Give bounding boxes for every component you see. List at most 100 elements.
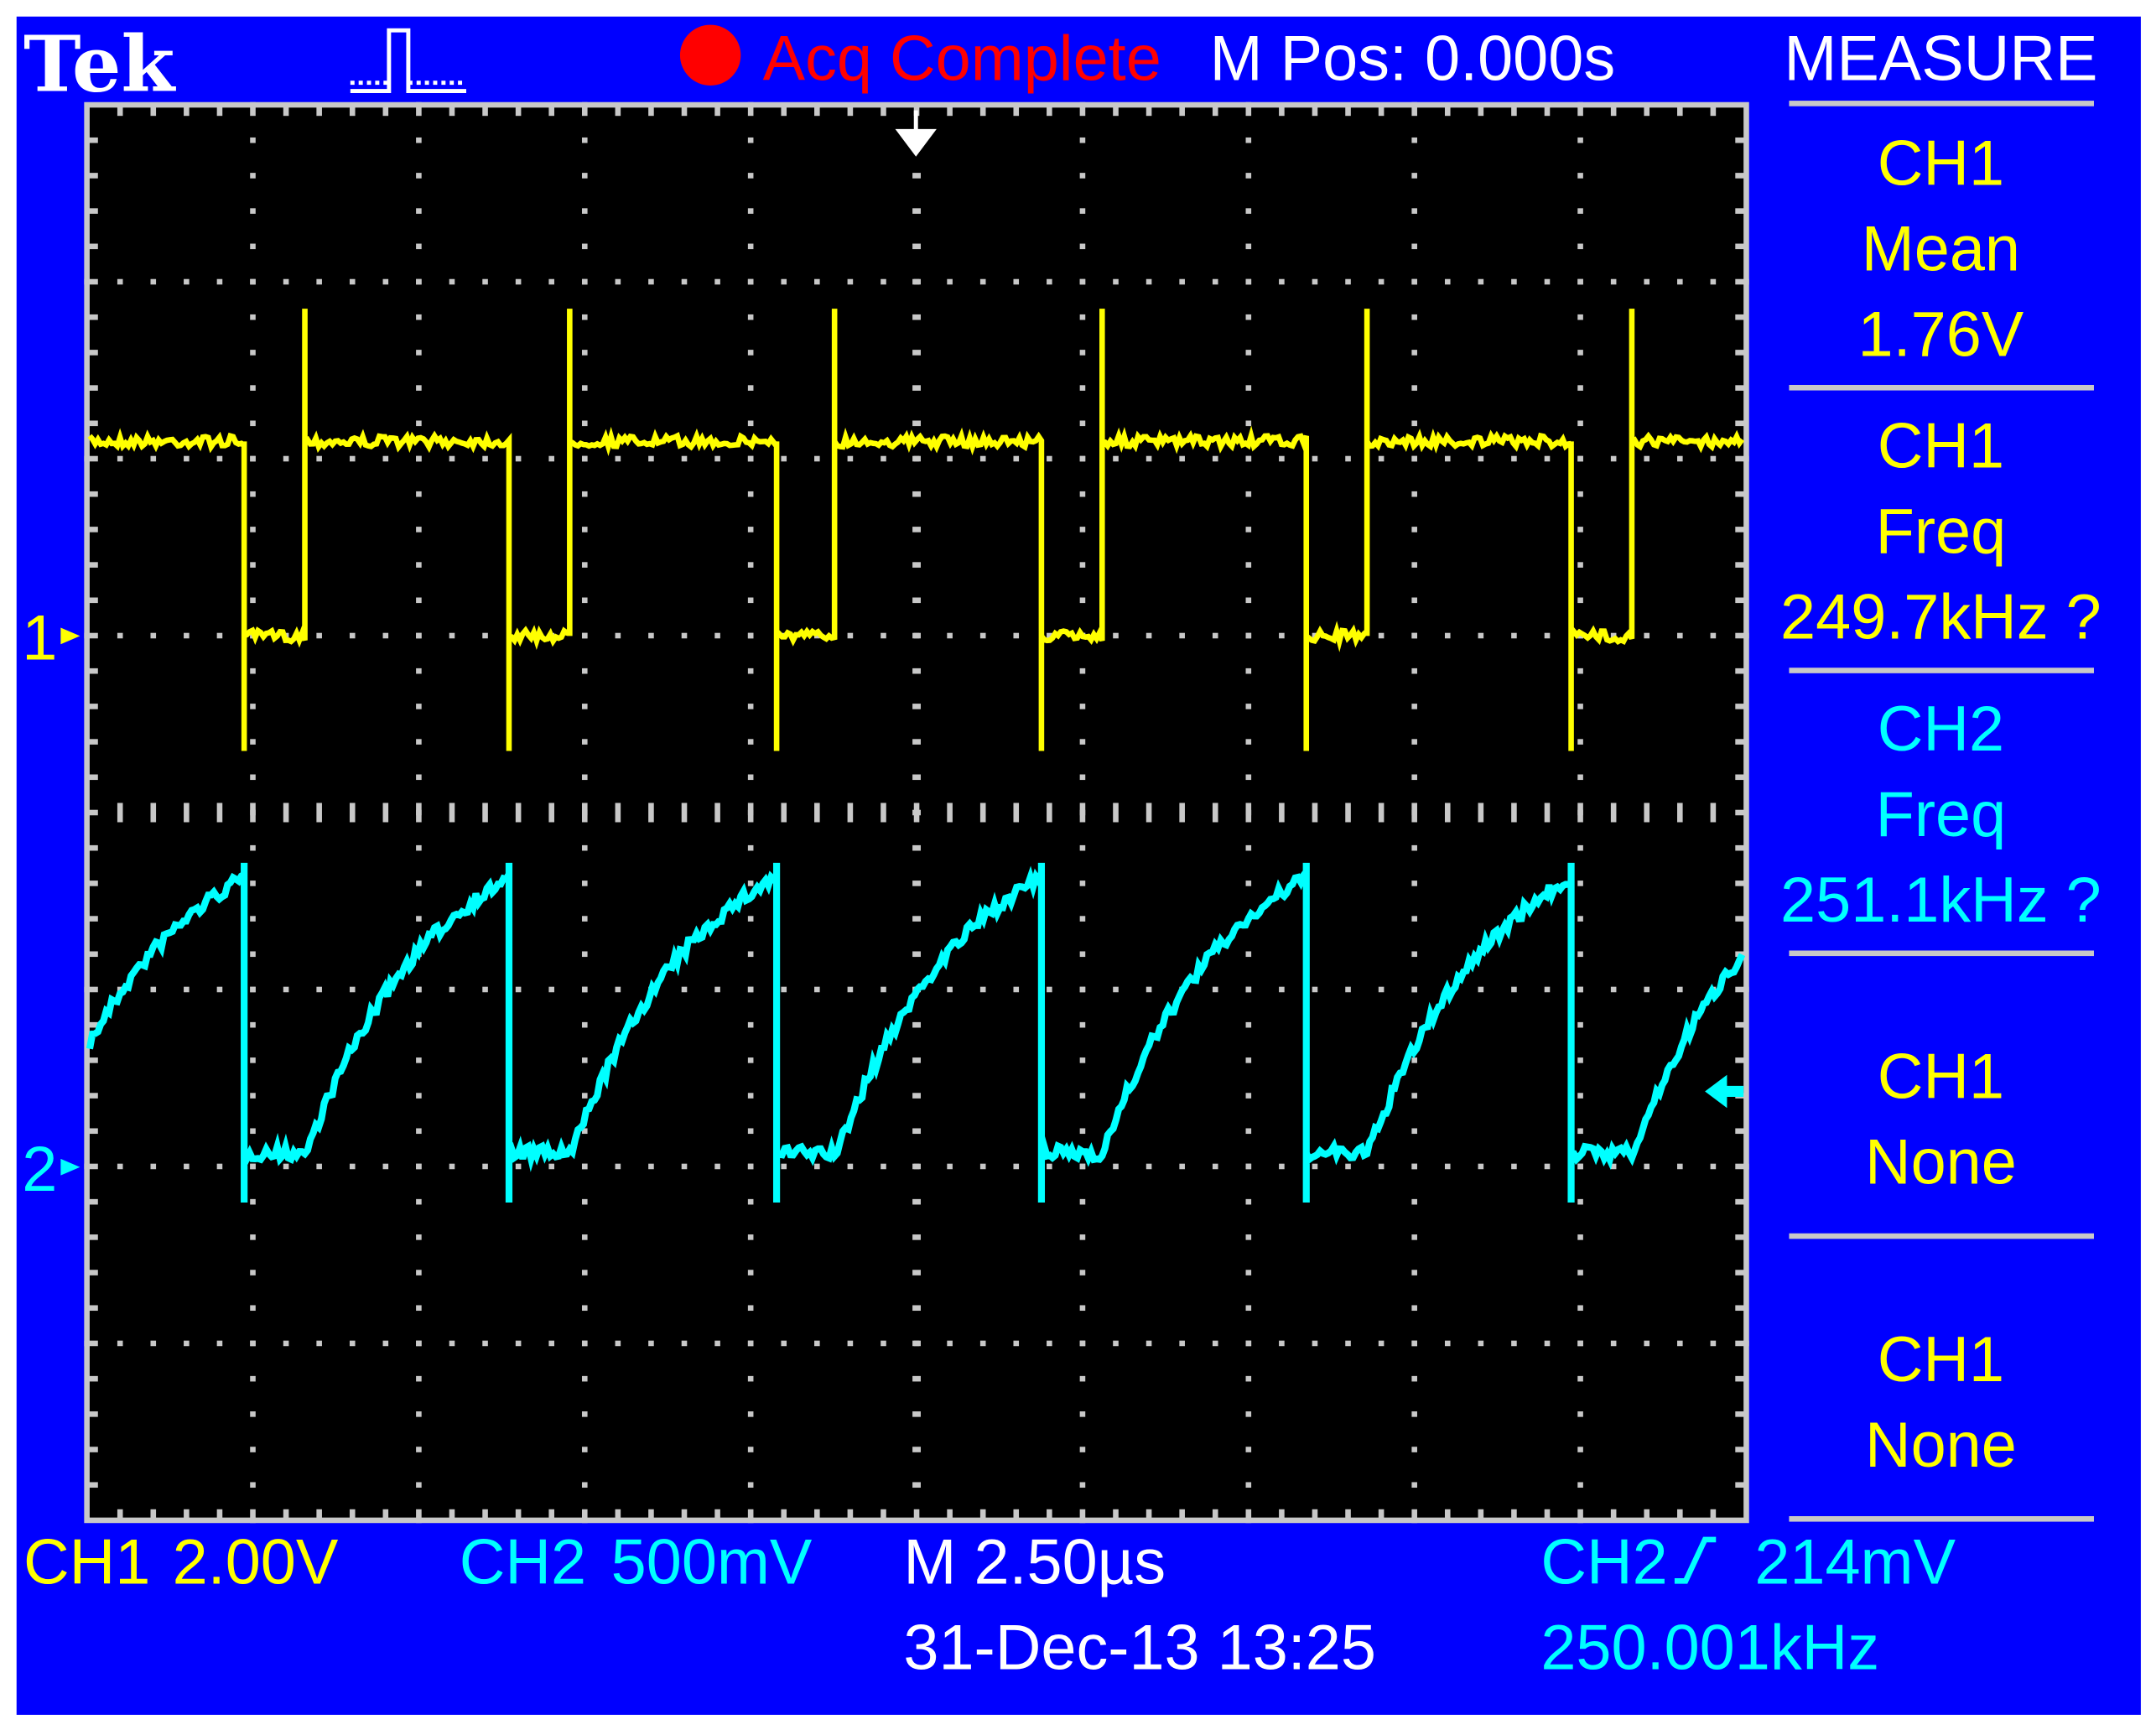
grid-dot [747, 1411, 754, 1417]
grid-dot [1079, 1447, 1086, 1452]
grid-dot [581, 1057, 588, 1063]
grid-dot [1079, 1198, 1086, 1205]
grid-tick [714, 803, 720, 823]
grid-dot [1179, 455, 1185, 462]
grid-tick [416, 1509, 422, 1520]
grid-dot [1411, 951, 1417, 958]
grid-tick [86, 314, 98, 320]
grid-tick [1312, 803, 1318, 823]
grid-dot [1245, 137, 1252, 143]
grid-dot [1113, 455, 1119, 462]
grid-tick [881, 803, 886, 823]
measure-slot-3[interactable]: CH2 Freq 251.1kHz ? [1780, 694, 2101, 936]
grid-dot [1444, 632, 1451, 639]
grid-dot [1411, 1234, 1417, 1240]
grid-dot [1245, 986, 1252, 993]
grid-dot [681, 455, 688, 462]
grid-dot [1312, 1163, 1318, 1170]
grid-dot [184, 986, 190, 993]
grid-dot [250, 597, 256, 604]
grid-dot [1047, 986, 1052, 993]
grid-tick [1345, 1509, 1351, 1520]
grid-dot [1710, 1340, 1717, 1347]
grid-tick [482, 803, 488, 823]
ch1-scale: 2.00V [173, 1527, 339, 1598]
grid-dot [714, 1163, 720, 1170]
grid-dot [1279, 1340, 1285, 1347]
grid-dot [1312, 986, 1318, 993]
grid-dot [1577, 1340, 1583, 1347]
grid-dot [416, 278, 422, 285]
grid-dot [1677, 1340, 1683, 1347]
grid-dot [1544, 1163, 1551, 1170]
grid-dot [1345, 986, 1351, 993]
grid-dot [747, 243, 754, 250]
grid-dot [1577, 597, 1583, 604]
grid-tick [515, 105, 522, 117]
grid-tick [86, 668, 98, 674]
grid-tick [216, 1509, 223, 1520]
grid-dot [1079, 1128, 1086, 1135]
grid-dot [1411, 668, 1417, 674]
grid-dot [648, 1340, 654, 1347]
grid-dot [1577, 844, 1583, 851]
grid-dot [1312, 455, 1318, 462]
grid-dot [1179, 1340, 1185, 1347]
grid-tick [912, 668, 921, 674]
grid-dot [416, 1128, 422, 1135]
grid-dot [1378, 1340, 1385, 1347]
grid-dot [1079, 208, 1086, 214]
ch1-waveform [87, 309, 1745, 751]
grid-tick [548, 1509, 554, 1520]
grid-tick [86, 809, 98, 816]
measure-slot-1[interactable]: CH1 Mean 1.76V [1858, 127, 2024, 370]
grid-dot [184, 278, 190, 285]
grid-tick [86, 278, 98, 285]
grid-dot [382, 278, 389, 285]
grid-dot [747, 562, 754, 568]
grid-dot [1245, 527, 1252, 533]
grid-dot [416, 1021, 422, 1028]
grid-dot [1577, 881, 1583, 886]
grid-dot [1245, 243, 1252, 250]
grid-dot [449, 632, 455, 639]
grid-dot [581, 385, 588, 391]
grid-tick [913, 1509, 920, 1520]
grid-dot [250, 1482, 256, 1488]
measure-slot-2[interactable]: CH1 Freq 249.7kHz ? [1780, 411, 2101, 653]
grid-dot [1577, 986, 1583, 993]
grid-dot [581, 314, 588, 320]
grid-dot [1577, 208, 1583, 214]
grid-dot [1245, 1270, 1252, 1275]
grid-dot [1079, 739, 1086, 745]
grid-dot [1245, 1093, 1252, 1099]
measure-channel: CH1 [1878, 127, 2004, 199]
grid-tick [1677, 1509, 1683, 1520]
grid-tick [1511, 1509, 1517, 1520]
grid-dot [1079, 385, 1086, 391]
grid-dot [1511, 1340, 1517, 1347]
grid-dot [250, 562, 256, 568]
grid-dot [250, 385, 256, 391]
grid-dot [1079, 1340, 1086, 1347]
grid-tick [1610, 803, 1617, 823]
grid-dot [747, 1128, 754, 1135]
grid-tick [1735, 491, 1747, 497]
grid-tick [86, 1305, 98, 1312]
grid-dot [1146, 632, 1152, 639]
grid-dot [1411, 597, 1417, 604]
grid-dot [1444, 1163, 1451, 1170]
measure-slot-5[interactable]: CH1 None [1865, 1324, 2017, 1481]
grid-dot [416, 1093, 422, 1099]
grid-dot [1146, 1163, 1152, 1170]
grid-tick [1735, 597, 1747, 604]
menu-divider [1789, 1233, 2094, 1239]
grid-dot [382, 455, 389, 462]
grid-dot [747, 385, 754, 391]
measure-slot-4[interactable]: CH1 None [1865, 1042, 2017, 1198]
grid-tick [1079, 105, 1086, 117]
grid-dot [1411, 774, 1417, 781]
grid-tick [1345, 105, 1351, 117]
grid-dot [947, 1163, 953, 1170]
grid-dot [1279, 1163, 1285, 1170]
